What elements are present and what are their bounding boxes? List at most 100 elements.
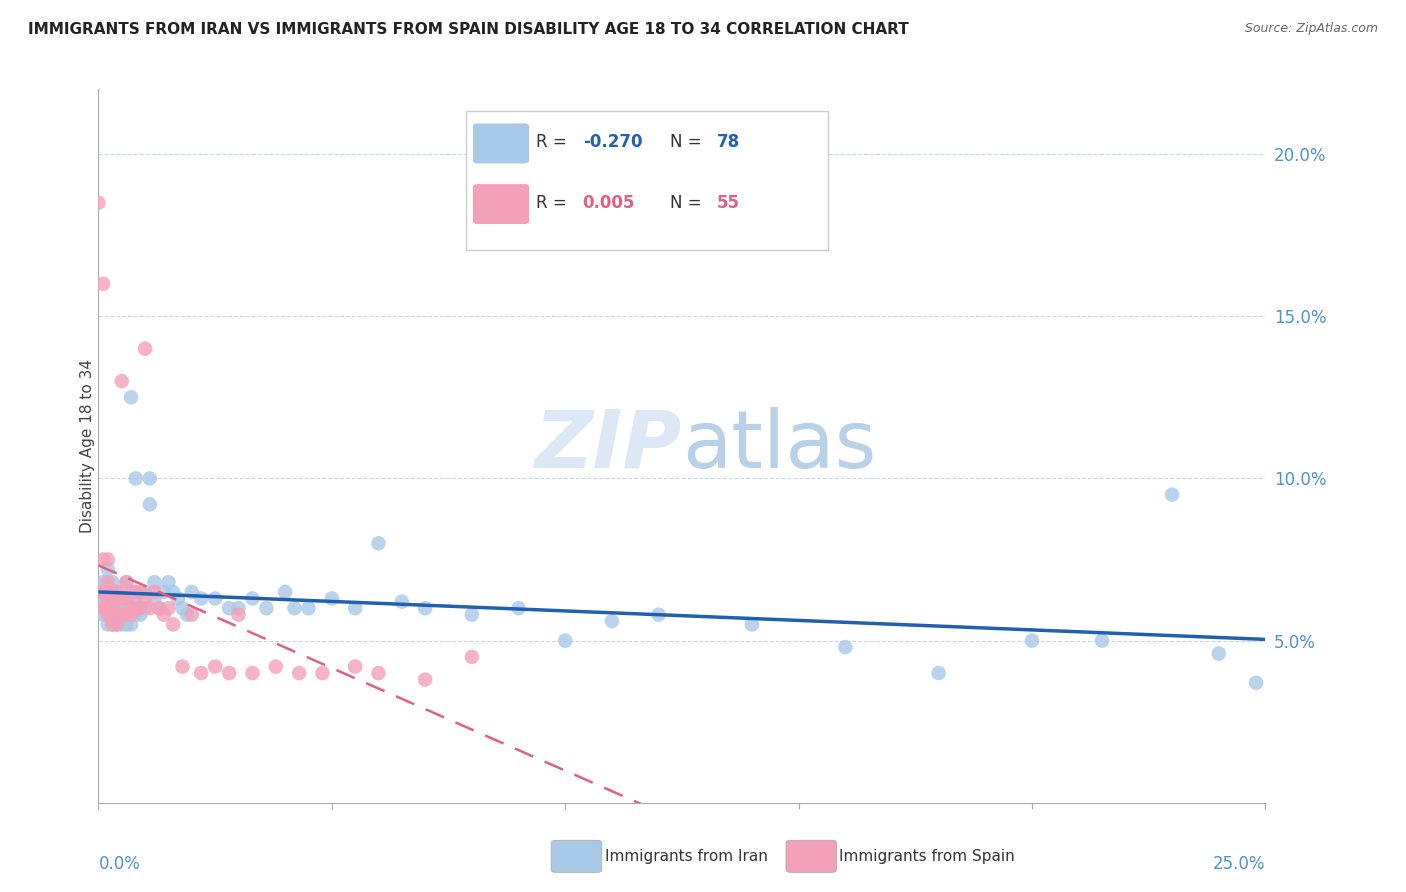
Point	[134, 601, 156, 615]
Point	[111, 607, 134, 622]
Point	[120, 607, 142, 622]
Point	[928, 666, 950, 681]
Point	[139, 497, 162, 511]
Point	[134, 591, 156, 606]
Point	[115, 575, 138, 590]
Point	[172, 601, 194, 615]
Point	[204, 659, 226, 673]
Point	[125, 471, 148, 485]
Point	[143, 585, 166, 599]
Point	[152, 607, 174, 622]
Point	[101, 591, 124, 606]
Point	[129, 601, 152, 615]
Point	[115, 607, 138, 622]
Point	[242, 591, 264, 606]
Point	[120, 591, 142, 606]
Point	[101, 601, 124, 615]
Point	[105, 585, 128, 599]
Point	[143, 591, 166, 606]
Point	[190, 666, 212, 681]
Point	[367, 536, 389, 550]
Point	[461, 607, 484, 622]
Point	[1161, 488, 1184, 502]
Text: 0.005: 0.005	[582, 194, 636, 212]
Point	[180, 607, 202, 622]
Point	[162, 585, 184, 599]
Point	[97, 601, 120, 615]
Point	[288, 666, 311, 681]
Point	[97, 591, 120, 606]
Point	[264, 659, 287, 673]
Point	[129, 607, 152, 622]
FancyBboxPatch shape	[472, 184, 529, 224]
Point	[321, 591, 343, 606]
Point	[391, 595, 413, 609]
Point	[125, 585, 148, 599]
Text: IMMIGRANTS FROM IRAN VS IMMIGRANTS FROM SPAIN DISABILITY AGE 18 TO 34 CORRELATIO: IMMIGRANTS FROM IRAN VS IMMIGRANTS FROM …	[28, 22, 908, 37]
Text: 55: 55	[717, 194, 740, 212]
Point	[600, 614, 623, 628]
Text: 25.0%: 25.0%	[1213, 855, 1265, 872]
Point	[91, 595, 114, 609]
Point	[139, 471, 162, 485]
Point	[115, 591, 138, 606]
Point	[105, 601, 128, 615]
Text: 78: 78	[717, 133, 740, 151]
Point	[228, 607, 250, 622]
Point	[120, 601, 142, 615]
Point	[162, 617, 184, 632]
Text: Immigrants from Spain: Immigrants from Spain	[839, 849, 1015, 863]
Text: R =: R =	[536, 133, 572, 151]
Point	[97, 552, 120, 566]
Point	[741, 617, 763, 632]
Point	[87, 585, 110, 599]
Point	[111, 607, 134, 622]
Point	[834, 640, 856, 654]
Point	[91, 585, 114, 599]
Point	[129, 585, 152, 599]
Point	[115, 607, 138, 622]
Point	[111, 601, 134, 615]
Point	[148, 601, 170, 615]
Text: R =: R =	[536, 194, 572, 212]
Point	[111, 591, 134, 606]
Text: -0.270: -0.270	[582, 133, 643, 151]
Point	[87, 195, 110, 210]
Point	[105, 607, 128, 622]
Point	[152, 585, 174, 599]
Point	[101, 617, 124, 632]
Point	[218, 666, 240, 681]
Point	[101, 607, 124, 622]
Point	[97, 562, 120, 576]
Point	[647, 607, 669, 622]
Point	[297, 601, 319, 615]
Point	[105, 591, 128, 606]
Point	[129, 601, 152, 615]
Point	[180, 585, 202, 599]
Point	[228, 601, 250, 615]
Point	[91, 575, 114, 590]
Point	[508, 601, 530, 615]
Point	[105, 595, 128, 609]
Point	[101, 585, 124, 599]
Point	[105, 585, 128, 599]
Point	[120, 390, 142, 404]
Point	[115, 575, 138, 590]
Point	[139, 601, 162, 615]
Point	[204, 591, 226, 606]
Point	[157, 601, 180, 615]
Point	[97, 617, 120, 632]
Point	[344, 659, 367, 673]
Point	[115, 591, 138, 606]
Text: Source: ZipAtlas.com: Source: ZipAtlas.com	[1244, 22, 1378, 36]
Point	[172, 659, 194, 673]
Point	[87, 585, 110, 599]
Point	[105, 617, 128, 632]
Point	[91, 607, 114, 622]
Point	[105, 617, 128, 632]
Point	[120, 617, 142, 632]
Point	[105, 607, 128, 622]
Point	[413, 673, 436, 687]
Text: N =: N =	[671, 133, 707, 151]
Point	[120, 607, 142, 622]
